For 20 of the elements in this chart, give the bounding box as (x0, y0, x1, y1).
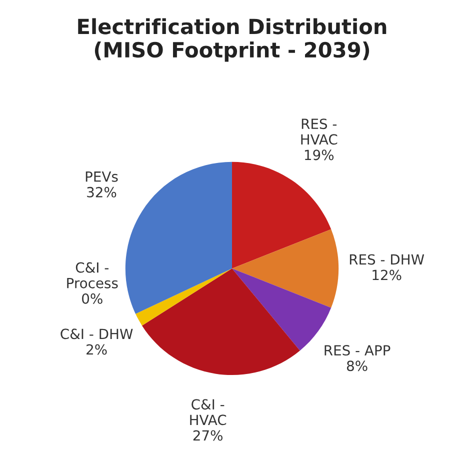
text: 0% (82, 293, 102, 304)
slice-label: PEVs (86, 172, 118, 182)
pie-slice (232, 162, 332, 268)
data-label: 27% (193, 430, 222, 441)
pie-slice (232, 229, 339, 308)
data-label: 8% (346, 360, 368, 372)
pie-slice (142, 268, 300, 376)
category-label: C&I - Process (67, 262, 118, 288)
data-label: 2% (86, 344, 107, 355)
slice-label: C&I - DHW (60, 328, 133, 340)
slice-label: RES - DHW (350, 254, 424, 265)
slice-label: RES - APP (324, 345, 390, 356)
data-label: 12% (372, 270, 402, 280)
pie-slice (136, 268, 232, 326)
pie-slice (125, 162, 232, 314)
data-label: 32% (87, 186, 116, 198)
slice-label: RES - HVAC (301, 118, 338, 145)
data-label: 19% (304, 150, 334, 160)
chart-title: Electrification Distribution (MISO Footprint - 2039) (78, 18, 386, 62)
slice-label: C&I - HVAC (190, 399, 226, 426)
